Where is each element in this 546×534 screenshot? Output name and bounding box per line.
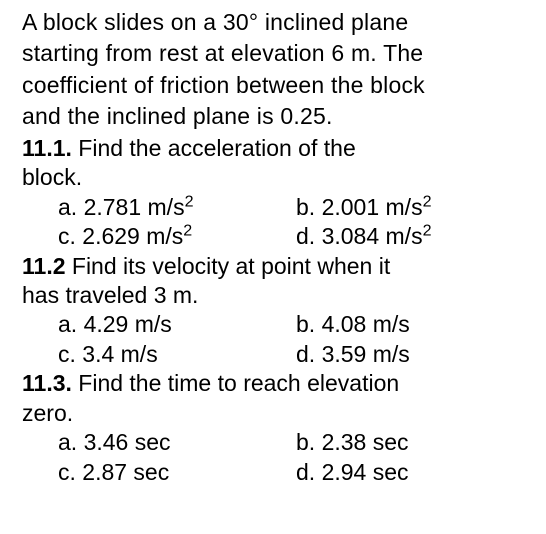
option-letter: c. bbox=[58, 223, 76, 249]
option-11-3-a: a. 3.46 sec bbox=[58, 428, 296, 457]
option-11-3-c: c. 2.87 sec bbox=[58, 458, 296, 487]
question-11-3-line2: zero. bbox=[22, 399, 534, 428]
option-11-1-b: b. 2.001 m/s2 bbox=[296, 193, 534, 222]
question-text-11-2-a: Find its velocity at point when it bbox=[66, 253, 391, 279]
intro-line-2: starting from rest at elevation 6 m. The bbox=[22, 39, 534, 68]
option-11-2-c: c. 3.4 m/s bbox=[58, 340, 296, 369]
intro-line-4: and the inclined plane is 0.25. bbox=[22, 102, 534, 131]
question-11-1-line1: 11.1. Find the acceleration of the bbox=[22, 134, 534, 163]
question-11-2-line1: 11.2 Find its velocity at point when it bbox=[22, 252, 534, 281]
option-letter: a. bbox=[58, 194, 77, 220]
option-letter: c. bbox=[58, 341, 76, 367]
option-value: 4.29 m/s bbox=[84, 311, 172, 337]
question-11-3-line1: 11.3. Find the time to reach elevation bbox=[22, 369, 534, 398]
option-value: 3.084 m/s bbox=[322, 223, 423, 249]
option-letter: d. bbox=[296, 341, 315, 367]
option-11-2-d: d. 3.59 m/s bbox=[296, 340, 534, 369]
option-value: 3.4 m/s bbox=[82, 341, 157, 367]
option-11-1-d: d. 3.084 m/s2 bbox=[296, 222, 534, 251]
option-value: 2.87 sec bbox=[82, 459, 169, 485]
option-letter: a. bbox=[58, 311, 77, 337]
option-letter: c. bbox=[58, 459, 76, 485]
option-sup: 2 bbox=[423, 192, 432, 210]
option-value: 4.08 m/s bbox=[322, 311, 410, 337]
option-letter: d. bbox=[296, 223, 315, 249]
option-letter: a. bbox=[58, 429, 77, 455]
option-value: 3.59 m/s bbox=[322, 341, 410, 367]
option-letter: d. bbox=[296, 459, 315, 485]
option-sup: 2 bbox=[183, 221, 192, 239]
options-11-2: a. 4.29 m/s b. 4.08 m/s c. 3.4 m/s d. 3.… bbox=[22, 310, 534, 369]
question-number-11-1: 11.1. bbox=[22, 135, 72, 161]
question-11-1-line2: block. bbox=[22, 163, 534, 192]
option-letter: b. bbox=[296, 429, 315, 455]
intro-line-1: A block slides on a 30° inclined plane bbox=[22, 8, 534, 37]
intro-line-3: coefficient of friction between the bloc… bbox=[22, 71, 534, 100]
question-number-11-2: 11.2 bbox=[22, 253, 66, 279]
option-11-3-d: d. 2.94 sec bbox=[296, 458, 534, 487]
option-letter: b. bbox=[296, 311, 315, 337]
option-value: 2.629 m/s bbox=[82, 223, 183, 249]
options-11-1: a. 2.781 m/s2 b. 2.001 m/s2 c. 2.629 m/s… bbox=[22, 193, 534, 252]
option-11-1-c: c. 2.629 m/s2 bbox=[58, 222, 296, 251]
options-11-3: a. 3.46 sec b. 2.38 sec c. 2.87 sec d. 2… bbox=[22, 428, 534, 487]
question-text-11-1-a: Find the acceleration of the bbox=[72, 135, 356, 161]
option-11-2-b: b. 4.08 m/s bbox=[296, 310, 534, 339]
option-11-3-b: b. 2.38 sec bbox=[296, 428, 534, 457]
option-sup: 2 bbox=[185, 192, 194, 210]
option-11-1-a: a. 2.781 m/s2 bbox=[58, 193, 296, 222]
option-value: 2.94 sec bbox=[322, 459, 409, 485]
option-11-2-a: a. 4.29 m/s bbox=[58, 310, 296, 339]
option-value: 2.781 m/s bbox=[84, 194, 185, 220]
question-number-11-3: 11.3. bbox=[22, 370, 72, 396]
option-sup: 2 bbox=[423, 221, 432, 239]
option-value: 3.46 sec bbox=[84, 429, 171, 455]
question-11-2-line2: has traveled 3 m. bbox=[22, 281, 534, 310]
option-value: 2.38 sec bbox=[322, 429, 409, 455]
option-letter: b. bbox=[296, 194, 315, 220]
question-text-11-3-a: Find the time to reach elevation bbox=[72, 370, 399, 396]
option-value: 2.001 m/s bbox=[322, 194, 423, 220]
